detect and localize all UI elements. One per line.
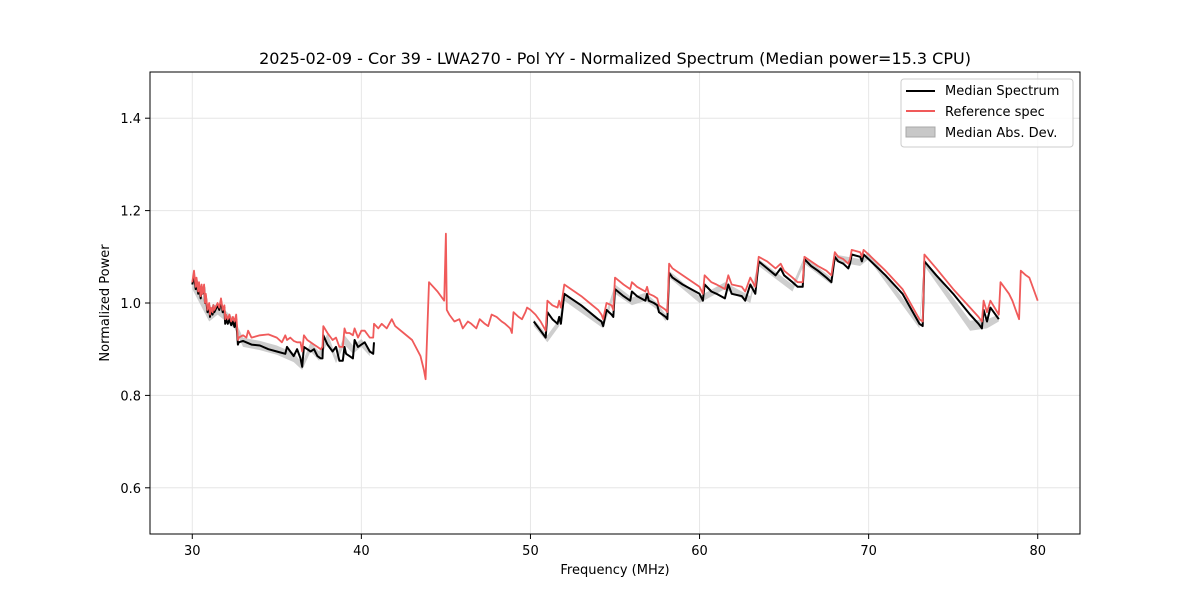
plot-frame (149, 71, 1081, 535)
x-tick-label: 40 (353, 544, 370, 559)
x-tick-label: 60 (691, 544, 708, 559)
x-tick-label: 30 (184, 544, 201, 559)
x-tick-label: 70 (860, 544, 877, 559)
median-spectrum-line (532, 253, 1000, 339)
chart-title: 2025-02-09 - Cor 39 - LWA270 - Pol YY - … (259, 49, 971, 68)
axis-ticks: 30 40 50 60 70 80 0.6 0.8 1.0 1.2 1.4 (120, 112, 1046, 559)
y-tick-label: 1.0 (120, 297, 141, 312)
y-tick-label: 1.2 (120, 205, 141, 220)
legend-mad-label: Median Abs. Dev. (945, 126, 1057, 141)
legend-mad-swatch (905, 126, 936, 138)
legend-reference-label: Reference spec (945, 105, 1045, 120)
y-tick-label: 0.6 (120, 482, 141, 497)
reference-spec-line (191, 232, 1039, 381)
legend-median-label: Median Spectrum (945, 84, 1059, 99)
x-tick-label: 50 (522, 544, 539, 559)
x-tick-label: 80 (1029, 544, 1046, 559)
mad-band (192, 277, 370, 370)
y-tick-label: 1.4 (120, 112, 141, 127)
legend: Median Spectrum Reference spec Median Ab… (900, 78, 1074, 148)
y-axis-label: Normalized Power (98, 244, 113, 362)
plot-series (191, 232, 1039, 381)
y-tick-label: 0.8 (120, 389, 141, 404)
x-axis-label: Frequency (MHz) (560, 563, 669, 578)
mad-band (533, 252, 999, 343)
legend-box (900, 78, 1074, 148)
